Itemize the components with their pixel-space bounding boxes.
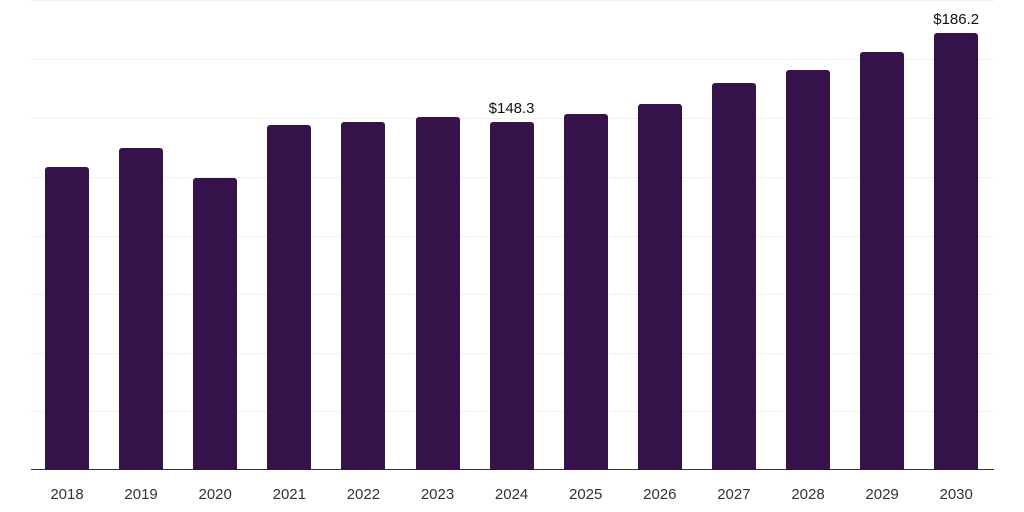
bar-2018[interactable] — [45, 167, 89, 470]
x-tick-label: 2021 — [272, 486, 306, 503]
bar-2021[interactable] — [267, 125, 312, 470]
bar-2025[interactable] — [563, 114, 608, 470]
x-tick-label: 2020 — [198, 486, 232, 503]
x-tick-label: 2030 — [939, 486, 973, 503]
bar-2022[interactable] — [341, 122, 386, 470]
bar-2028[interactable] — [786, 70, 830, 470]
bar-2030[interactable] — [934, 33, 979, 470]
x-tick-label: 2028 — [791, 486, 825, 503]
gridline — [31, 118, 994, 119]
bar-2026[interactable] — [637, 104, 682, 470]
gridline — [31, 0, 994, 1]
x-tick-label: 2022 — [346, 486, 381, 503]
bar-2019[interactable] — [119, 148, 164, 470]
x-tick-label: 2024 — [494, 486, 529, 503]
x-tick-label: 2027 — [717, 486, 751, 503]
x-tick-label: 2026 — [643, 486, 677, 503]
x-tick-label: 2025 — [569, 486, 603, 503]
data-label: $148.3 — [488, 100, 535, 117]
bar-2020[interactable] — [193, 178, 238, 470]
bar-2029[interactable] — [860, 52, 905, 470]
x-tick-label: 2023 — [420, 486, 455, 503]
bar-2024[interactable] — [489, 122, 534, 470]
bar-2027[interactable] — [711, 83, 756, 470]
data-label: $186.2 — [933, 11, 980, 28]
gridline — [31, 59, 994, 60]
bar-2023[interactable] — [415, 117, 460, 470]
x-tick-label: 2029 — [865, 486, 899, 503]
x-tick-label: 2018 — [50, 486, 84, 503]
x-tick-label: 2019 — [124, 486, 158, 503]
